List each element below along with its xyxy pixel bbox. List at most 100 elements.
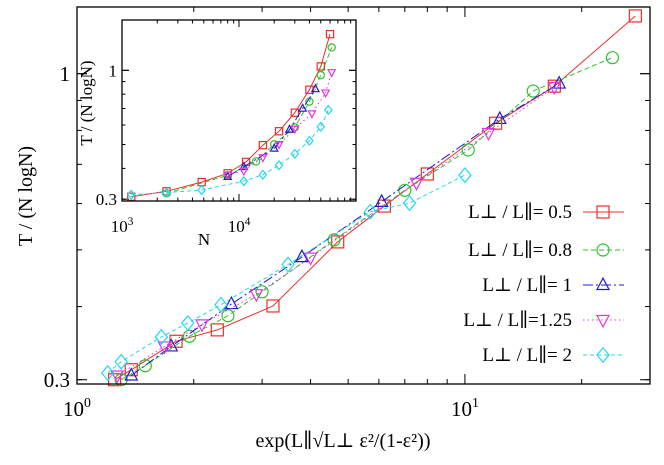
data-point — [402, 194, 417, 212]
data-point — [274, 141, 284, 150]
data-point — [182, 329, 197, 343]
series-4 — [223, 69, 337, 181]
data-point — [398, 183, 412, 197]
data-point — [284, 124, 295, 133]
x-tick-label: 103 — [111, 216, 134, 236]
x-tick-label-mantissa: 10 — [111, 217, 128, 236]
series-line — [117, 86, 555, 376]
data-point — [323, 104, 333, 116]
legend-marker — [596, 276, 610, 291]
legend-item-5: L⊥ / L∥= 2 — [482, 345, 624, 366]
data-point — [223, 171, 233, 181]
x-tick-label-exponent: 0 — [84, 395, 91, 410]
x-tick-label-mantissa: 10 — [228, 217, 245, 236]
data-point — [124, 363, 138, 377]
y-axis-label: T / (N logN) — [77, 60, 96, 145]
series-line — [114, 15, 636, 381]
data-point — [303, 252, 318, 266]
data-point — [138, 359, 152, 373]
series-5 — [100, 166, 472, 382]
data-point — [221, 309, 235, 323]
data-point — [458, 166, 472, 184]
data-point — [195, 319, 209, 333]
data-point — [316, 70, 325, 80]
data-point — [316, 62, 325, 71]
data-point — [327, 233, 341, 247]
data-point — [461, 143, 475, 157]
legend-marker — [596, 346, 610, 364]
data-point — [224, 295, 239, 310]
data-point — [327, 43, 336, 52]
y-tick-label: 1 — [109, 61, 118, 80]
data-point — [114, 353, 128, 370]
data-point — [290, 108, 300, 117]
legend-item-4: L⊥ / L∥=1.25 — [463, 310, 624, 331]
plot-frame — [76, 6, 651, 385]
series-line — [131, 33, 331, 198]
y-tick-label: 0.3 — [96, 190, 117, 209]
data-point — [124, 367, 139, 381]
legend-item-2: L⊥ / L∥= 0.8 — [468, 240, 624, 261]
data-point — [266, 299, 280, 313]
x-tick-label: 101 — [451, 395, 479, 421]
x-tick-label-exponent: 3 — [128, 216, 134, 228]
x-tick-label-mantissa: 10 — [451, 397, 472, 421]
x-tick-label-exponent: 1 — [472, 395, 479, 410]
data-point — [307, 110, 317, 119]
legend: L⊥ / L∥= 0.5 L⊥ / L∥= 0.8 L⊥ / L∥= 1 L⊥ / L… — [463, 202, 624, 366]
data-point — [409, 177, 424, 191]
data-point — [310, 83, 321, 93]
data-point — [258, 169, 268, 181]
data-point — [249, 289, 264, 303]
data-point — [110, 370, 125, 384]
legend-marker — [596, 243, 610, 257]
data-point — [100, 364, 115, 382]
data-point — [305, 135, 314, 146]
data-point — [269, 143, 279, 152]
data-point — [321, 89, 331, 99]
data-point — [258, 154, 268, 163]
legend-marker — [596, 314, 610, 329]
x-tick-label-mantissa: 10 — [63, 397, 84, 421]
data-point — [274, 159, 284, 171]
legend-label: L⊥ / L∥=1.25 — [463, 310, 572, 331]
legend-item-1: L⊥ / L∥= 0.5 — [468, 202, 624, 223]
data-point — [526, 84, 540, 98]
data-point — [363, 203, 377, 220]
data-point — [239, 161, 249, 171]
data-point — [274, 127, 284, 136]
x-tick-label-exponent: 4 — [245, 216, 251, 228]
data-point — [420, 167, 434, 181]
data-point — [628, 9, 642, 23]
series-4 — [110, 81, 562, 384]
data-point — [214, 296, 228, 313]
data-point — [255, 285, 269, 299]
data-point — [180, 314, 195, 332]
series-line — [227, 72, 333, 176]
data-point — [154, 328, 169, 346]
data-point — [327, 69, 337, 78]
legend-label: L⊥ / L∥= 0.8 — [468, 240, 572, 261]
data-point — [210, 323, 224, 337]
legend-label: L⊥ / L∥= 0.5 — [468, 202, 572, 223]
y-axis-label: T / (N logN) — [15, 146, 37, 246]
data-point — [547, 79, 561, 93]
series-5 — [126, 104, 333, 200]
legend-label: L⊥ / L∥= 2 — [482, 345, 572, 366]
data-point — [374, 193, 389, 207]
x-tick-label: 100 — [63, 395, 91, 421]
plot-background — [122, 20, 356, 201]
y-tick-label: 0.3 — [44, 368, 70, 392]
data-point — [298, 103, 308, 112]
legend-label: L⊥ / L∥= 1 — [482, 275, 572, 296]
data-point — [251, 157, 261, 166]
series-line — [166, 47, 333, 194]
data-point — [258, 140, 268, 150]
data-point — [492, 110, 507, 125]
series-line — [131, 83, 560, 376]
ticks — [76, 7, 651, 384]
data-point — [197, 184, 207, 196]
data-point — [239, 167, 249, 177]
